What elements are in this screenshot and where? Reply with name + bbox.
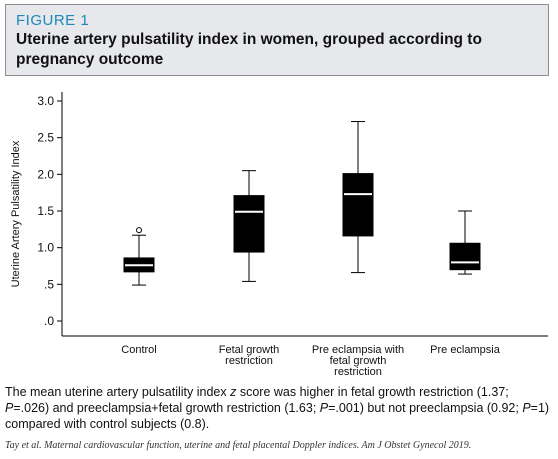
outlier-point <box>136 227 142 234</box>
y-axis: .0 .5 1.0 1.5 2.0 2.5 3.0 <box>37 92 63 336</box>
figure-label: FIGURE 1 <box>16 12 90 29</box>
caption-part4: =.001) but not preeclampsia (0.92; <box>328 401 523 415</box>
caption-part5: =1) compared with control subjects (0.8)… <box>5 401 550 431</box>
caption-p3: P <box>522 401 531 415</box>
box-group <box>123 227 155 286</box>
citation: Tay et al. Maternal cardiovascular funct… <box>5 440 472 451</box>
iqr-box <box>342 173 374 237</box>
box-group <box>342 121 374 274</box>
y-tick-label: 2.0 <box>37 167 54 181</box>
boxes <box>123 121 481 286</box>
category-label: Control <box>121 344 156 356</box>
caption-part3: =.026) and preeclampsia+fetal growth res… <box>13 401 320 415</box>
category-label-line: restriction <box>225 355 273 367</box>
boxplot-chart: .0.51.01.52.02.53.0 Control Fetal growth r… <box>10 92 548 378</box>
category-label: Fetal growth restriction <box>219 344 280 367</box>
caption-z: z <box>230 385 237 399</box>
caption-part1: The mean uterine artery pulsatility inde… <box>5 385 231 399</box>
category-label-line: Fetal growth <box>219 344 280 356</box>
box-group <box>233 170 265 282</box>
category-label-line: Pre eclampsia <box>430 344 501 356</box>
category-label-line: restriction <box>334 366 382 378</box>
category-label: Pre eclampsia <box>430 344 501 356</box>
category-label-line: fetal growth <box>330 355 387 367</box>
category-label-line: Pre eclampsia with <box>312 344 404 356</box>
category-label-line: Control <box>121 344 156 356</box>
y-axis-title: Uterine Artery Pulsatility Index <box>10 140 22 287</box>
y-tick-label: 2.5 <box>37 131 54 145</box>
y-tick-label: 3.0 <box>37 94 54 108</box>
box-group <box>449 210 481 275</box>
figure-title: Uterine artery pulsatility index in wome… <box>16 31 482 68</box>
caption-p1: P <box>5 401 14 415</box>
iqr-box <box>233 195 265 253</box>
y-tick-label: .0 <box>44 314 54 328</box>
y-tick-label: 1.0 <box>37 241 54 255</box>
figure-caption: The mean uterine artery pulsatility inde… <box>5 384 555 432</box>
y-tick-label: 1.5 <box>37 204 54 218</box>
category-label: Pre eclampsia with fetal growth restrictio… <box>312 344 404 378</box>
iqr-box <box>449 242 481 271</box>
figure-header: FIGURE 1 Uterine artery pulsatility inde… <box>5 4 549 76</box>
caption-p2: P <box>319 401 329 415</box>
caption-part2: score was higher in fetal growth restric… <box>236 385 509 399</box>
y-tick-label: .5 <box>44 277 54 291</box>
